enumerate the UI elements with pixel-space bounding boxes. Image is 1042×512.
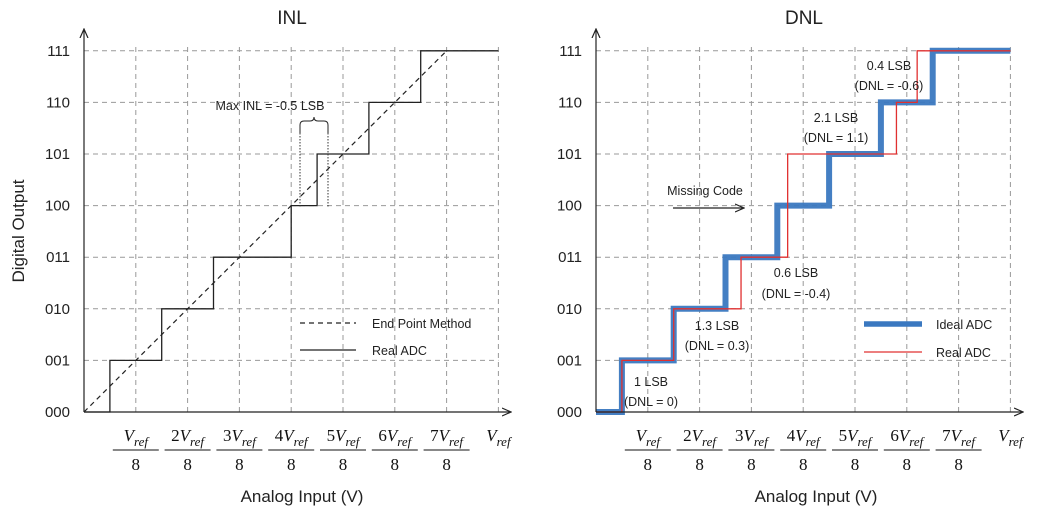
inl-series-end-point-method <box>83 50 448 413</box>
inl-legend-endpoint-label: End Point Method <box>372 317 471 331</box>
inl-x-tick-label: Vref <box>486 426 513 449</box>
inl-x-tick-numerator: 4Vref <box>275 426 310 449</box>
dnl-x-tick-label: 6Vref 8 <box>883 426 930 474</box>
inl-chart: INL 000 001 010 011 100 101 110 111 Vref 8 2Vref 8… <box>9 8 513 506</box>
inl-y-tick-label: 110 <box>46 94 70 111</box>
inl-x-axis-label: Analog Input (V) <box>241 487 364 506</box>
dnl-x-tick-label: 4Vref 8 <box>780 426 827 474</box>
dnl-x-tick-label: 5Vref 8 <box>832 426 878 474</box>
dnl-x-tick-numerator: 6Vref <box>890 426 925 449</box>
dnl-chart-title: DNL <box>785 8 823 29</box>
inl-series-real-adc <box>84 50 499 413</box>
dnl-x-tick-denominator: 8 <box>799 455 808 474</box>
inl-y-tick-label: 011 <box>46 249 70 266</box>
dnl-series-real-adc <box>596 50 1011 413</box>
inl-y-tick-label: 111 <box>47 43 70 60</box>
dnl-x-tick-numerator: Vref <box>636 426 663 449</box>
dnl-x-tick-numerator: 4Vref <box>787 426 822 449</box>
dnl-x-tick-label: 7Vref 8 <box>935 426 982 474</box>
dnl-x-tick-denominator: 8 <box>747 455 756 474</box>
dnl-x-tick-denominator: 8 <box>695 455 704 474</box>
dnl-x-tick-label: Vref <box>998 426 1025 449</box>
dnl-y-tick-label: 111 <box>559 43 582 60</box>
dnl-legend-real-label: Real ADC <box>936 346 991 360</box>
inl-y-tick-label: 000 <box>45 404 70 421</box>
dnl-annotation-06lsb-line1: 0.6 LSB <box>774 266 818 280</box>
inl-max-inl-label: Max INL = -0.5 LSB <box>216 99 325 113</box>
inl-x-tick-label: 2Vref 8 <box>164 426 211 474</box>
inl-legend: End Point Method Real ADC <box>300 317 471 358</box>
inl-max-inl-brace <box>299 116 329 133</box>
dnl-annotation-04lsb-line2: (DNL = -0.6) <box>855 79 924 93</box>
inl-x-tick-label: 6Vref 8 <box>371 426 418 474</box>
dnl-x-tick-label: 3Vref 8 <box>728 426 775 474</box>
inl-x-tick-label: 3Vref 8 <box>216 426 263 474</box>
dnl-annotation-1lsb-line1: 1 LSB <box>634 375 668 389</box>
inl-x-tick-label: 7Vref 8 <box>423 426 470 474</box>
dnl-annotation-13lsb-line2: (DNL = 0.3) <box>685 339 750 353</box>
inl-x-tick-numerator: Vref <box>486 426 513 449</box>
dnl-y-tick-labels: 000 001 010 011 100 101 110 111 <box>557 43 582 421</box>
dnl-y-tick-label: 100 <box>557 198 582 215</box>
inl-x-tick-numerator: Vref <box>124 426 151 449</box>
dnl-annotation-13lsb-line1: 1.3 LSB <box>695 319 739 333</box>
dnl-x-tick-numerator: Vref <box>998 426 1025 449</box>
inl-series <box>83 50 499 413</box>
dnl-x-tick-label: 2Vref 8 <box>676 426 723 474</box>
inl-chart-title: INL <box>277 8 307 29</box>
inl-x-tick-label: 5Vref 8 <box>320 426 366 474</box>
dnl-annotation-06lsb-line2: (DNL = -0.4) <box>762 287 831 301</box>
dnl-y-tick-label: 010 <box>557 301 582 318</box>
dnl-series <box>596 47 1011 415</box>
dnl-y-tick-label: 101 <box>557 146 582 163</box>
inl-legend-realadc-label: Real ADC <box>372 344 427 358</box>
inl-x-tick-numerator: 3Vref <box>223 426 258 449</box>
inl-x-tick-denominator: 8 <box>183 455 192 474</box>
dnl-x-tick-numerator: 7Vref <box>942 426 977 449</box>
inl-y-tick-label: 100 <box>45 198 70 215</box>
dnl-x-tick-label: Vref 8 <box>624 426 671 474</box>
dnl-annotation-21lsb-line1: 2.1 LSB <box>814 111 858 125</box>
inl-y-tick-labels: 000 001 010 011 100 101 110 111 <box>45 43 70 421</box>
dnl-annotation-21lsb-line2: (DNL = 1.1) <box>804 131 869 145</box>
dnl-x-tick-denominator: 8 <box>644 455 653 474</box>
inl-x-tick-denominator: 8 <box>132 455 141 474</box>
dnl-y-tick-label: 110 <box>558 94 582 111</box>
inl-x-tick-denominator: 8 <box>339 455 348 474</box>
inl-x-tick-denominator: 8 <box>391 455 400 474</box>
inl-y-tick-label: 001 <box>45 352 70 369</box>
dnl-chart: DNL 000 001 010 011 100 101 110 111 Vref 8 2Vref 8… <box>557 8 1025 506</box>
dnl-x-tick-numerator: 5Vref <box>839 426 874 449</box>
dnl-x-tick-denominator: 8 <box>903 455 912 474</box>
inl-x-tick-label: 4Vref 8 <box>268 426 315 474</box>
inl-y-axis-label: Digital Output <box>9 179 28 282</box>
dnl-missing-code-label: Missing Code <box>667 184 743 198</box>
inl-x-tick-numerator: 5Vref <box>327 426 362 449</box>
dnl-x-tick-numerator: 2Vref <box>683 426 718 449</box>
dnl-annotation-1lsb-line2: (DNL = 0) <box>624 395 678 409</box>
dnl-x-tick-labels: Vref82Vref83Vref84Vref85Vref86Vref87Vref… <box>624 426 1025 474</box>
inl-x-tick-denominator: 8 <box>442 455 451 474</box>
inl-x-tick-denominator: 8 <box>287 455 296 474</box>
dnl-x-tick-numerator: 3Vref <box>735 426 770 449</box>
dnl-x-axis-label: Analog Input (V) <box>755 487 878 506</box>
inl-x-tick-numerator: 6Vref <box>378 426 413 449</box>
dnl-y-tick-label: 011 <box>558 249 582 266</box>
dnl-legend-ideal-label: Ideal ADC <box>936 318 992 332</box>
dnl-legend: Ideal ADC Real ADC <box>864 318 992 360</box>
inl-x-tick-numerator: 2Vref <box>171 426 206 449</box>
inl-y-tick-label: 101 <box>45 146 70 163</box>
dnl-y-tick-label: 000 <box>557 404 582 421</box>
inl-x-tick-denominator: 8 <box>235 455 244 474</box>
dnl-y-tick-label: 001 <box>557 352 582 369</box>
inl-x-tick-label: Vref 8 <box>112 426 159 474</box>
dnl-x-tick-denominator: 8 <box>954 455 963 474</box>
dnl-annotation-04lsb-line1: 0.4 LSB <box>867 59 911 73</box>
inl-y-tick-label: 010 <box>45 301 70 318</box>
inl-x-tick-numerator: 7Vref <box>430 426 465 449</box>
dnl-x-tick-denominator: 8 <box>851 455 860 474</box>
inl-x-tick-labels: Vref82Vref83Vref84Vref85Vref86Vref87Vref… <box>112 426 513 474</box>
